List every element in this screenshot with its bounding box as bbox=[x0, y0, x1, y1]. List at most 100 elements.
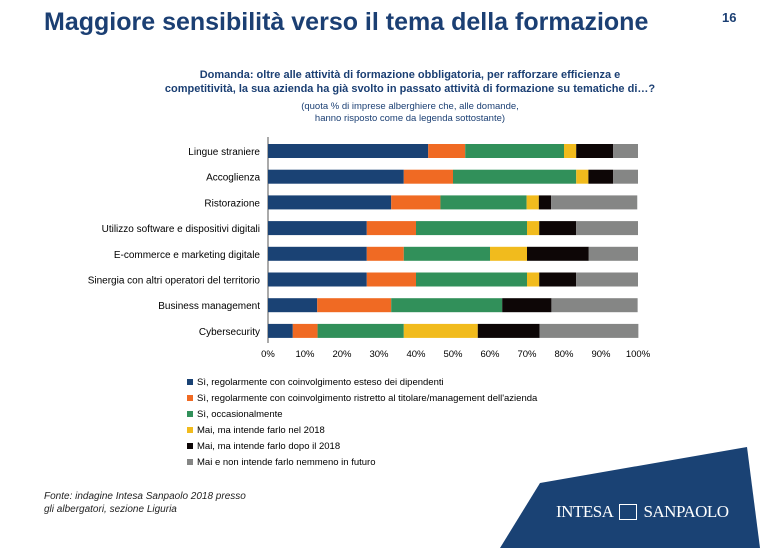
bar-segment bbox=[268, 169, 404, 184]
bar-segment bbox=[551, 298, 638, 313]
bar-segment bbox=[268, 323, 293, 338]
question-line: competitività, la sua azienda ha già svo… bbox=[164, 83, 656, 95]
category-label: Sinergia con altri operatori del territo… bbox=[88, 276, 261, 287]
bar-segment bbox=[317, 323, 404, 338]
legend-swatch bbox=[187, 459, 193, 465]
source-note: Fonte: indagine Intesa Sanpaolo 2018 pre… bbox=[44, 490, 246, 516]
bar-segment bbox=[527, 272, 540, 287]
legend-swatch bbox=[187, 443, 193, 449]
bar-segment bbox=[403, 246, 490, 261]
legend-label: Sì, occasionalmente bbox=[197, 408, 283, 420]
legend-item: Sì, regolarmente con coinvolgimento rist… bbox=[187, 390, 537, 406]
bar-segment bbox=[588, 246, 638, 261]
question-line: Domanda: oltre alle attività di formazio… bbox=[199, 69, 621, 81]
legend-item: Mai e non intende farlo nemmeno in futur… bbox=[187, 454, 537, 470]
bar-segment bbox=[588, 169, 614, 184]
bar-segment bbox=[403, 323, 478, 338]
bar-segment bbox=[527, 221, 540, 236]
bar-segment bbox=[564, 144, 577, 158]
x-tick-label: 60% bbox=[480, 349, 500, 360]
x-tick-label: 90% bbox=[591, 349, 611, 360]
bar-segment bbox=[576, 221, 638, 236]
intesa-sanpaolo-logo: INTESA SANPAOLO bbox=[556, 502, 729, 522]
bar-segment bbox=[465, 144, 564, 158]
bar-segment bbox=[539, 323, 639, 338]
bar-segment bbox=[428, 144, 466, 158]
legend-swatch bbox=[187, 427, 193, 433]
legend-label: Sì, regolarmente con coinvolgimento rist… bbox=[197, 392, 538, 404]
bar-segment bbox=[477, 323, 540, 338]
category-label: Cybersecurity bbox=[199, 327, 260, 338]
question-note: (quota % di imprese alberghiere che, all… bbox=[200, 101, 620, 125]
category-label: E-commerce e marketing digitale bbox=[114, 250, 261, 261]
legend-swatch bbox=[187, 379, 193, 385]
category-label: Utilizzo software e dispositivi digitali bbox=[102, 224, 260, 235]
bar-segment bbox=[576, 144, 614, 158]
bar-segment bbox=[490, 246, 527, 261]
bar-segment bbox=[268, 246, 367, 261]
bar-segment bbox=[526, 195, 539, 210]
bar-segment bbox=[268, 298, 318, 313]
x-tick-label: 100% bbox=[626, 349, 651, 360]
category-label: Ristorazione bbox=[204, 198, 260, 209]
legend-item: Mai, ma intende farlo nel 2018 bbox=[187, 422, 537, 438]
note-line: (quota % di imprese alberghiere che, all… bbox=[301, 101, 519, 112]
bar-segment bbox=[366, 221, 416, 236]
bar-segment bbox=[453, 169, 577, 184]
bar-segment bbox=[292, 323, 318, 338]
source-line: Fonte: indagine Intesa Sanpaolo 2018 pre… bbox=[44, 491, 246, 502]
bar-segment bbox=[539, 272, 577, 287]
logo-text: INTESA bbox=[556, 502, 614, 521]
bar-segment bbox=[416, 221, 527, 236]
bar-segment bbox=[403, 169, 453, 184]
bar-segment bbox=[268, 195, 392, 210]
bar-segment bbox=[576, 169, 589, 184]
page-number: 16 bbox=[722, 10, 737, 25]
x-tick-label: 80% bbox=[554, 349, 574, 360]
legend-item: Mai, ma intende farlo dopo il 2018 bbox=[187, 438, 537, 454]
legend-label: Sì, regolarmente con coinvolgimento este… bbox=[197, 376, 444, 388]
x-tick-label: 10% bbox=[295, 349, 315, 360]
question-text: Domanda: oltre alle attività di formazio… bbox=[160, 68, 660, 96]
bar-segment bbox=[317, 298, 392, 313]
logo-icon bbox=[619, 504, 638, 520]
legend-label: Mai e non intende farlo nemmeno in futur… bbox=[197, 456, 376, 468]
x-tick-label: 40% bbox=[406, 349, 426, 360]
x-tick-label: 0% bbox=[261, 349, 275, 360]
bar-segment bbox=[391, 298, 503, 313]
x-tick-label: 30% bbox=[369, 349, 389, 360]
x-tick-label: 70% bbox=[517, 349, 537, 360]
legend: Sì, regolarmente con coinvolgimento este… bbox=[187, 374, 537, 470]
bar-segment bbox=[502, 298, 552, 313]
bar-segment bbox=[268, 221, 367, 236]
legend-label: Mai, ma intende farlo nel 2018 bbox=[197, 424, 325, 436]
bar-segment bbox=[366, 246, 404, 261]
legend-swatch bbox=[187, 411, 193, 417]
bar-segment bbox=[268, 272, 367, 287]
bar-segment bbox=[551, 195, 638, 210]
legend-item: Sì, regolarmente con coinvolgimento este… bbox=[187, 374, 537, 390]
bar-segment bbox=[268, 144, 429, 158]
bar-segment bbox=[538, 195, 552, 210]
bar-segment bbox=[416, 272, 527, 287]
bar-segment bbox=[366, 272, 416, 287]
bar-segment bbox=[576, 272, 638, 287]
legend-swatch bbox=[187, 395, 193, 401]
bar-segment bbox=[613, 169, 638, 184]
bar-segment bbox=[539, 221, 577, 236]
note-line: hanno risposto come da legenda sottostan… bbox=[314, 113, 506, 124]
source-line: gli albergatori, sezione Liguria bbox=[44, 504, 177, 515]
logo-text: SANPAOLO bbox=[643, 502, 729, 521]
bar-segment bbox=[613, 144, 638, 158]
category-label: Business management bbox=[158, 301, 260, 312]
bar-segment bbox=[440, 195, 527, 210]
x-tick-label: 20% bbox=[332, 349, 352, 360]
legend-label: Mai, ma intende farlo dopo il 2018 bbox=[197, 440, 341, 452]
bar-segment bbox=[527, 246, 589, 261]
bar-segment bbox=[391, 195, 441, 210]
category-label: Lingue straniere bbox=[188, 147, 260, 158]
page-title: Maggiore sensibilità verso il tema della… bbox=[44, 8, 649, 36]
category-label: Accoglienza bbox=[206, 173, 260, 184]
